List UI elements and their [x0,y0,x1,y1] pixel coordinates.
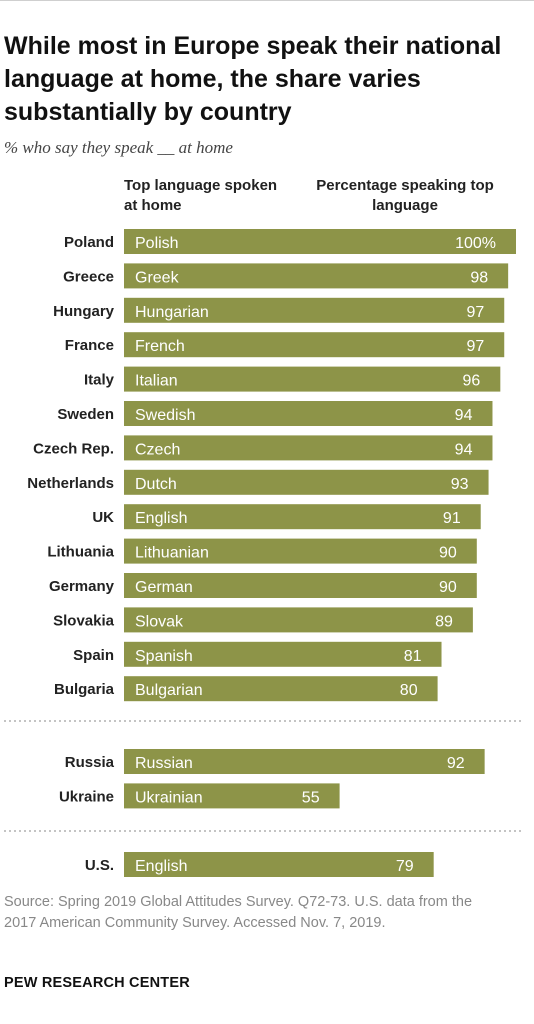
value-label: 81 [404,648,422,665]
bar [124,435,493,461]
column-header-percentage: Percentage speaking top language [316,177,494,214]
value-label: 93 [451,476,469,493]
language-label: Czech [135,441,180,458]
country-label: Greece [63,268,114,285]
language-label: Polish [135,235,179,252]
language-label: Dutch [135,476,177,493]
language-label: Slovak [135,613,184,630]
language-label: German [135,579,193,596]
value-label: 91 [443,510,461,527]
value-label: 97 [466,304,484,321]
country-label: France [65,337,114,354]
value-label: 96 [463,373,481,390]
language-label: Hungarian [135,304,209,321]
value-label: 97 [466,338,484,355]
bar-chart: Poland Polish 100% Greece Greek 98 Hungary Hung… [4,229,522,877]
country-label: Poland [64,234,114,251]
country-label: Netherlands [27,475,114,492]
chart-title: While most in Europe speak their nationa… [4,32,502,126]
bar [124,401,493,426]
bar [124,297,505,323]
country-label: Russia [65,754,115,771]
country-label: Germany [49,578,115,595]
bar [124,852,434,877]
language-label: English [135,510,187,527]
value-label: 98 [470,269,488,286]
country-label: Lithuania [47,544,114,561]
value-label: 100% [455,235,496,252]
bar [124,263,509,289]
bar [124,783,340,809]
column-header-language: Top language spoken at home [124,177,278,214]
country-label: Hungary [53,303,115,320]
language-label: Greek [135,269,180,286]
bar [124,504,481,530]
language-label: Italian [135,373,178,390]
bar [124,538,477,564]
value-label: 55 [302,789,320,806]
bar [124,607,473,633]
value-label: 94 [455,407,473,424]
value-label: 92 [447,755,465,772]
country-label: Czech Rep. [33,440,114,457]
bar [124,332,505,358]
country-label: Ukraine [59,788,114,805]
language-label: Russian [135,755,193,772]
language-label: English [135,858,187,875]
language-label: Ukrainian [135,789,203,806]
language-label: French [135,338,185,355]
value-label: 80 [400,682,418,699]
language-label: Bulgarian [135,682,203,699]
value-label: 90 [439,545,457,562]
country-label: Italy [84,372,115,389]
bar [124,749,485,774]
language-label: Swedish [135,407,195,424]
value-label: 79 [396,858,414,875]
country-label: Slovakia [53,612,115,629]
bar [124,573,477,598]
country-label: UK [92,509,114,526]
country-label: Bulgaria [54,681,115,698]
chart-subtitle: % who say they speak __ at home [4,138,233,157]
value-label: 90 [439,579,457,596]
bar [124,469,489,495]
bar [124,229,516,254]
bar [124,676,438,702]
country-label: Sweden [57,406,114,423]
top-rule [0,0,534,1]
language-label: Lithuanian [135,545,209,562]
country-label: U.S. [85,857,114,874]
bar [124,366,501,392]
brand-logo-text: PEW RESEARCH CENTER [4,975,190,991]
country-label: Spain [73,647,114,664]
bar [124,641,442,667]
language-label: Spanish [135,648,193,665]
source-note: Source: Spring 2019 Global Attitudes Sur… [4,894,473,931]
value-label: 94 [455,441,473,458]
value-label: 89 [435,613,453,630]
